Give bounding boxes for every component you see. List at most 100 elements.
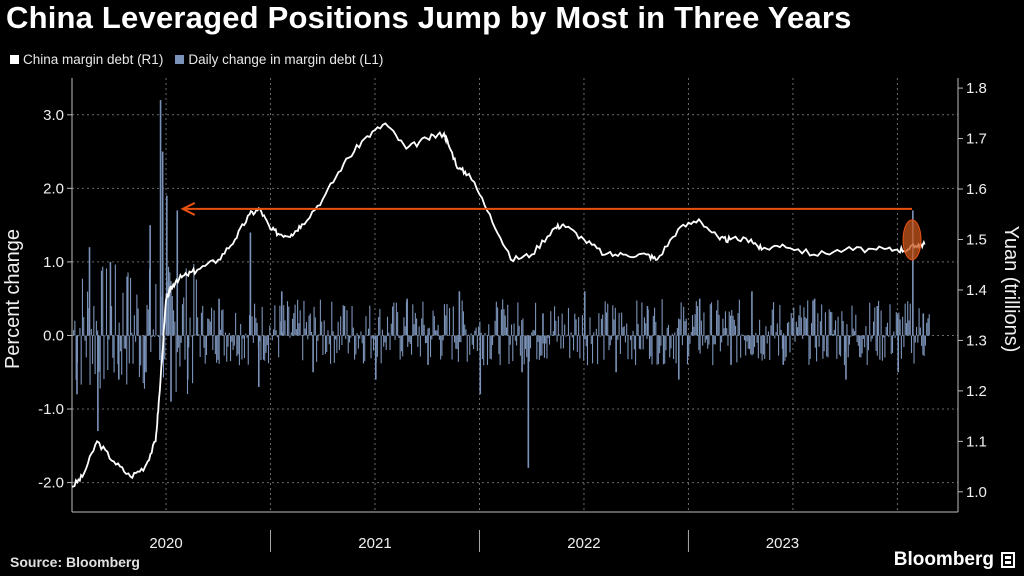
bar-noise [803,307,805,336]
bar-noise [419,335,421,357]
bar-noise [779,305,781,336]
bar-noise [543,335,545,358]
bar-noise [728,311,730,336]
legend-item-daily-change: Daily change in margin debt (L1) [175,52,383,67]
bar-noise [424,335,427,344]
bar-noise [497,307,499,336]
bar-noise [856,335,858,343]
bar-noise [626,323,628,336]
bar-noise [130,277,132,336]
bar-noise [285,334,287,336]
bar-noise [438,335,440,340]
bar-noise [671,333,673,336]
bar-noise [459,335,461,342]
bar-noise [276,335,278,338]
bar-noise [471,335,473,345]
bar-noise [318,334,320,336]
bar [76,335,78,395]
bar-noise [883,335,885,338]
bar-noise [174,321,176,336]
bar-noise [500,309,502,336]
bar-noise [352,327,354,336]
bar-noise [766,335,768,344]
bar-noise [164,335,166,360]
bar-noise [669,335,671,358]
bar-noise [735,325,737,336]
bar-noise [905,323,907,336]
bar-noise [554,306,556,336]
bar [730,335,732,365]
bar-noise [748,335,751,350]
bar-noise [561,313,563,336]
x-tick-label: 2021 [358,535,391,552]
bar-noise [140,335,142,366]
bar-noise [474,330,476,336]
bar-noise [678,318,680,336]
bar-noise [665,335,667,351]
bar-noise [236,335,238,357]
bar-noise [395,302,397,336]
bar-noise [916,326,918,336]
bar-noise [889,304,891,336]
bar-noise [299,310,301,336]
bar-noise [367,328,370,336]
bar-noise [467,334,470,336]
bar-noise [861,335,863,354]
bar-noise [726,328,728,336]
bar-noise [802,335,804,339]
bar-noise [654,307,656,336]
bar-noise [104,335,106,337]
bar-noise [305,322,308,336]
bar-noise [697,306,699,336]
bar-noise [895,312,897,336]
bar-noise [827,335,829,358]
bar-noise [505,327,508,336]
bar-noise [609,335,611,346]
bar-noise [118,322,120,336]
bar-noise [791,318,794,336]
bar-noise [652,315,654,336]
bar-noise [407,335,409,347]
bar-noise [485,334,487,336]
bar-noise [764,335,766,359]
bar-noise [518,325,520,336]
bar-noise [670,335,672,349]
bar [149,225,151,336]
bar-noise [571,335,573,338]
bar-noise [295,329,297,336]
bar-noise [133,315,135,336]
bar-noise [494,320,496,336]
bar-noise [922,335,924,355]
bar-noise [928,314,930,336]
source-note: Source: Bloomberg [10,554,140,570]
bar-noise [878,300,880,336]
bar-noise [200,312,202,336]
bar-noise [338,335,340,350]
bar-noise [86,291,89,336]
bar-noise [661,299,663,336]
legend-item-margin-debt: China margin debt (R1) [10,52,163,67]
bar-noise [823,335,825,352]
bar-noise [491,335,494,346]
bar-noise [410,335,413,355]
bar-noise [853,331,856,336]
bar-noise [713,335,715,345]
bar-noise [232,335,234,351]
bar-noise [402,335,404,357]
bar-noise [394,335,396,340]
bar-noise [919,327,921,336]
bar-noise [695,301,697,336]
bar-noise [676,327,678,336]
bar-noise [747,335,749,349]
bar-noise [347,335,349,354]
reference-arrow-head [180,202,196,216]
bar-noise [862,335,864,339]
bar-noise [541,335,543,356]
bar-noise [769,335,771,361]
bar-noise [884,335,886,358]
bar-noise [421,318,423,336]
bar-noise [556,335,558,342]
bar-noise [292,318,294,336]
bar-noise [807,300,809,336]
bar-noise [324,335,327,355]
